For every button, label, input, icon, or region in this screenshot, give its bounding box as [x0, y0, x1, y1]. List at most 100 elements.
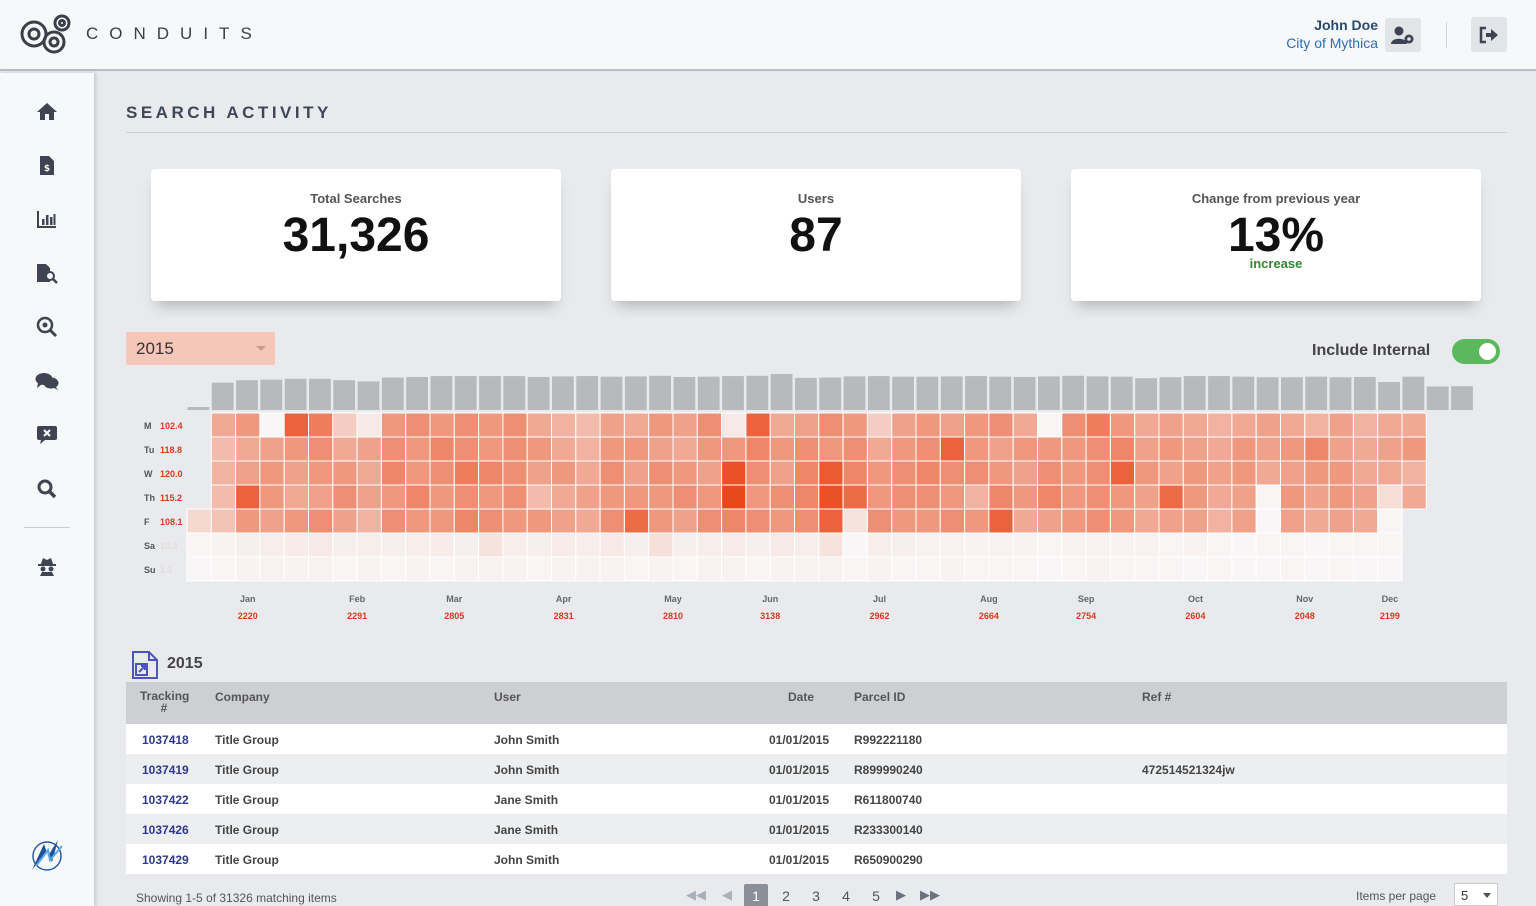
heatmap-cell[interactable]: [939, 508, 966, 534]
heatmap-cell[interactable]: [1061, 412, 1087, 438]
user-settings-button[interactable]: [1385, 18, 1421, 52]
heatmap-cell[interactable]: [794, 484, 820, 510]
heatmap-cell[interactable]: [1377, 412, 1403, 438]
heatmap-cell[interactable]: [1085, 532, 1111, 558]
heatmap-cell[interactable]: [380, 508, 407, 534]
heatmap-cell[interactable]: [842, 532, 868, 558]
heatmap-cell[interactable]: [1328, 508, 1354, 534]
heatmap-cell[interactable]: [599, 532, 625, 558]
heatmap-cell[interactable]: [988, 484, 1014, 510]
logout-button[interactable]: [1471, 17, 1507, 52]
heatmap-cell[interactable]: [575, 484, 601, 510]
heatmap-cell[interactable]: [745, 484, 771, 510]
heatmap-cell[interactable]: [356, 556, 382, 582]
heatmap-cell[interactable]: [794, 556, 820, 582]
heatmap-cell[interactable]: [1109, 508, 1136, 534]
include-internal-toggle[interactable]: [1452, 339, 1500, 364]
heatmap-cell[interactable]: [1304, 508, 1330, 534]
heatmap-cell[interactable]: [235, 532, 261, 558]
heatmap-cell[interactable]: [478, 436, 504, 462]
heatmap-cell[interactable]: [939, 556, 966, 582]
heatmap-cell[interactable]: [1304, 436, 1330, 462]
heatmap-cell[interactable]: [988, 508, 1014, 534]
heatmap-cell[interactable]: [1037, 508, 1063, 534]
heatmap-cell[interactable]: [1231, 412, 1257, 438]
heatmap-cell[interactable]: [1255, 508, 1281, 534]
heatmap-cell[interactable]: [623, 484, 650, 510]
heatmap-cell[interactable]: [1231, 484, 1257, 510]
heatmap-cell[interactable]: [380, 556, 407, 582]
heatmap-cell[interactable]: [1207, 508, 1233, 534]
heatmap-cell[interactable]: [453, 436, 480, 462]
heatmap-cell[interactable]: [186, 532, 212, 558]
heatmap-cell[interactable]: [356, 532, 382, 558]
heatmap-cell[interactable]: [575, 532, 601, 558]
heatmap-cell[interactable]: [915, 412, 941, 438]
heatmap-cell[interactable]: [599, 436, 625, 462]
heatmap-cell[interactable]: [1158, 484, 1184, 510]
heatmap-cell[interactable]: [235, 484, 261, 510]
heatmap-cell[interactable]: [818, 508, 844, 534]
heatmap-cell[interactable]: [1012, 508, 1039, 534]
heatmap-cell[interactable]: [1158, 532, 1184, 558]
heatmap-cell[interactable]: [526, 508, 553, 534]
heatmap-cell[interactable]: [1037, 484, 1063, 510]
heatmap-cell[interactable]: [283, 460, 309, 486]
heatmap-cell[interactable]: [1134, 412, 1160, 438]
prev-page-icon[interactable]: ◀: [722, 887, 732, 902]
heatmap-cell[interactable]: [1207, 412, 1233, 438]
heatmap-cell[interactable]: [988, 412, 1014, 438]
heatmap-cell[interactable]: [478, 460, 504, 486]
heatmap-cell[interactable]: [356, 484, 382, 510]
heatmap-cell[interactable]: [1134, 532, 1160, 558]
heatmap-cell[interactable]: [721, 436, 747, 462]
heatmap-cell[interactable]: [648, 412, 674, 438]
heatmap-cell[interactable]: [672, 556, 698, 582]
heatmap-cell[interactable]: [429, 508, 455, 534]
items-per-page-select[interactable]: 5: [1454, 883, 1498, 906]
heatmap-cell[interactable]: [1328, 436, 1354, 462]
heatmap-cell[interactable]: [745, 436, 771, 462]
heatmap-cell[interactable]: [1012, 484, 1039, 510]
heatmap-cell[interactable]: [1352, 412, 1379, 438]
heatmap-cell[interactable]: [1061, 508, 1087, 534]
heatmap-cell[interactable]: [453, 412, 480, 438]
column-header-tracking[interactable]: Tracking #: [140, 689, 190, 715]
heatmap-cell[interactable]: [526, 484, 553, 510]
heatmap-cell[interactable]: [1280, 532, 1306, 558]
heatmap-cell[interactable]: [818, 460, 844, 486]
heatmap-cell[interactable]: [769, 460, 796, 486]
heatmap-cell[interactable]: [1280, 556, 1306, 582]
heatmap-cell[interactable]: [818, 532, 844, 558]
column-header-date[interactable]: Date: [788, 690, 815, 704]
heatmap-cell[interactable]: [1061, 436, 1087, 462]
heatmap-cell[interactable]: [332, 412, 358, 438]
heatmap-cell[interactable]: [1061, 532, 1087, 558]
heatmap-cell[interactable]: [1280, 436, 1306, 462]
heatmap-cell[interactable]: [478, 532, 504, 558]
heatmap-cell[interactable]: [283, 532, 309, 558]
heatmap-cell[interactable]: [259, 532, 285, 558]
heatmap-cell[interactable]: [332, 508, 358, 534]
search-icon[interactable]: [35, 477, 59, 501]
heatmap-cell[interactable]: [1085, 508, 1111, 534]
heatmap-cell[interactable]: [380, 460, 407, 486]
heatmap-cell[interactable]: [1182, 460, 1209, 486]
page-button-4[interactable]: 4: [842, 888, 850, 904]
heatmap-cell[interactable]: [623, 460, 650, 486]
heatmap-cell[interactable]: [915, 556, 941, 582]
heatmap-cell[interactable]: [599, 508, 625, 534]
heatmap-cell[interactable]: [769, 484, 796, 510]
heatmap-cell[interactable]: [405, 436, 431, 462]
chat-icon[interactable]: [35, 369, 59, 393]
heatmap-cell[interactable]: [502, 508, 528, 534]
heatmap-cell[interactable]: [478, 484, 504, 510]
heatmap-cell[interactable]: [235, 436, 261, 462]
heatmap-cell[interactable]: [1012, 436, 1039, 462]
heatmap-cell[interactable]: [283, 508, 309, 534]
heatmap-cell[interactable]: [964, 508, 990, 534]
heatmap-cell[interactable]: [648, 460, 674, 486]
heatmap-cell[interactable]: [259, 556, 285, 582]
heatmap-cell[interactable]: [1207, 484, 1233, 510]
heatmap-cell[interactable]: [1085, 460, 1111, 486]
